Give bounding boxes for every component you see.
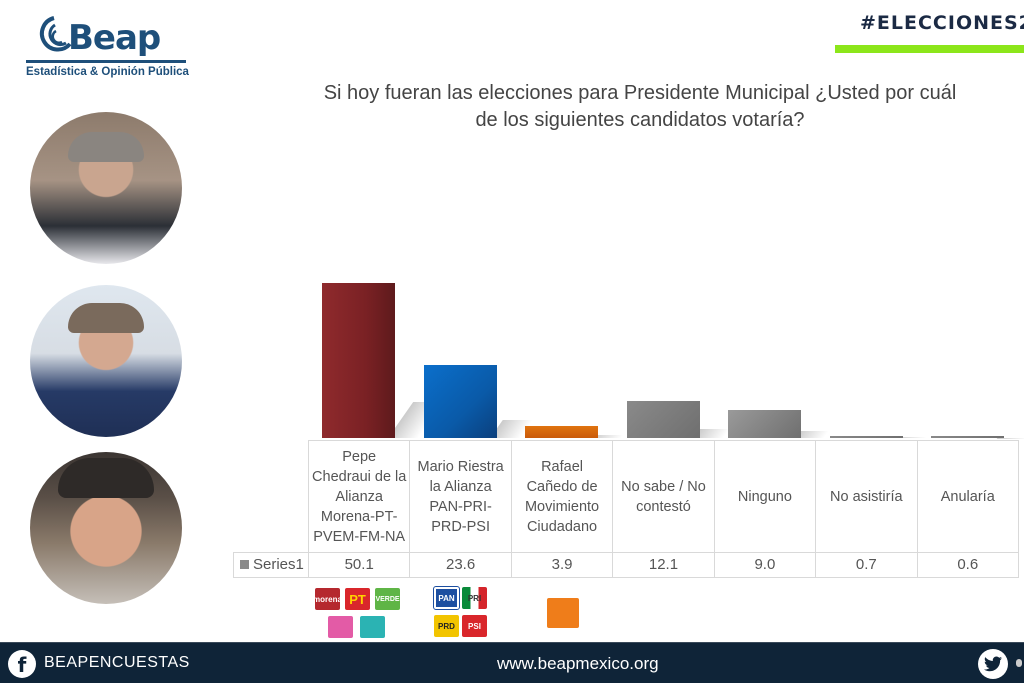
hair-shape bbox=[58, 458, 154, 498]
chart-title: Si hoy fueran las elecciones para Presid… bbox=[300, 80, 980, 134]
bar-slot bbox=[613, 270, 730, 438]
bar bbox=[626, 400, 700, 438]
facebook-handle[interactable]: BEAPENCUESTAS bbox=[44, 654, 190, 671]
category-row: Pepe Chedraui de la Alianza Morena-PT-PV… bbox=[233, 440, 1020, 553]
bar bbox=[525, 425, 598, 438]
value-cell: 12.1 bbox=[612, 552, 715, 578]
bar-slot bbox=[816, 270, 926, 438]
bar bbox=[931, 436, 1004, 438]
value-cell: 3.9 bbox=[510, 552, 614, 578]
morena-logo-icon: morena bbox=[313, 588, 342, 610]
pri-logo-icon: PRI bbox=[462, 587, 487, 609]
candidate-1-photo bbox=[30, 112, 182, 264]
value-cell: 50.1 bbox=[307, 552, 411, 578]
pt-logo-icon: PT bbox=[345, 588, 370, 610]
twitter-bird-icon bbox=[984, 656, 1002, 672]
category-cell: Rafael Cañedo de Movimiento Ciudadano bbox=[510, 440, 614, 553]
value-cell: 23.6 bbox=[409, 552, 512, 578]
category-cell: Pepe Chedraui de la Alianza Morena-PT-PV… bbox=[307, 440, 411, 553]
legend-swatch bbox=[240, 560, 249, 569]
movimiento-ciudadano-logo-icon: Movimiento Ciudadano bbox=[547, 598, 579, 628]
bar bbox=[728, 410, 801, 438]
prd-logo-icon: PRD bbox=[434, 615, 459, 637]
beap-logo: Beap Estadística & Opinión Pública bbox=[26, 8, 189, 80]
fuerza-por-mexico-logo-icon: Fuerza por México bbox=[328, 616, 353, 638]
candidate-3-photo bbox=[30, 452, 182, 604]
category-cell: Ninguno bbox=[713, 440, 817, 553]
value-cell: 0.6 bbox=[916, 552, 1020, 578]
bar bbox=[423, 365, 497, 438]
pvem-logo-icon: VERDE bbox=[375, 588, 400, 610]
bar-slot bbox=[511, 270, 624, 438]
elections-hashtag: #ELECCIONES2 bbox=[860, 12, 1024, 34]
bar-slot bbox=[410, 270, 533, 438]
value-row: Series1 50.1 23.6 3.9 12.1 9.0 0.7 0.6 bbox=[233, 552, 1020, 578]
category-cell: No sabe / No contestó bbox=[612, 440, 715, 553]
bar bbox=[322, 283, 395, 438]
chart-title-line-1: Si hoy fueran las elecciones para Presid… bbox=[323, 82, 957, 104]
category-cell: Mario Riestra la Alianza PAN-PRI-PRD-PSI bbox=[409, 440, 512, 553]
hair-shape bbox=[68, 303, 144, 333]
series-label: Series1 bbox=[253, 556, 304, 573]
bar bbox=[829, 435, 903, 438]
hair-shape bbox=[68, 132, 144, 162]
twitter-icon[interactable] bbox=[978, 649, 1008, 679]
accent-bar bbox=[835, 45, 1024, 53]
bar-slot bbox=[917, 270, 1024, 438]
bar-slot bbox=[308, 270, 444, 438]
series-legend: Series1 bbox=[233, 552, 309, 578]
value-cell: 0.7 bbox=[815, 552, 918, 578]
brand-name: Beap bbox=[68, 18, 161, 58]
chart-title-line-2: de los siguientes candidatos votaría? bbox=[475, 109, 805, 131]
category-cell: Anularía bbox=[916, 440, 1020, 553]
category-cell: No asistiría bbox=[815, 440, 918, 553]
bar-slot bbox=[714, 270, 829, 438]
table-corner bbox=[233, 440, 309, 553]
bar-chart: Pepe Chedraui de la Alianza Morena-PT-PV… bbox=[233, 270, 1024, 580]
value-cell: 9.0 bbox=[713, 552, 817, 578]
website-link[interactable]: www.beapmexico.org bbox=[497, 654, 659, 673]
cropped-text bbox=[1016, 659, 1022, 667]
nueva-alianza-logo-icon: Nueva Alianza bbox=[360, 616, 385, 638]
beap-wave-icon bbox=[39, 16, 72, 52]
logo-divider bbox=[26, 60, 186, 63]
brand-tagline: Estadística & Opinión Pública bbox=[26, 66, 189, 78]
bar-area bbox=[308, 270, 1024, 440]
facebook-icon[interactable]: f bbox=[8, 650, 36, 678]
psi-logo-icon: PSI bbox=[462, 615, 487, 637]
footer-bar: f BEAPENCUESTAS www.beapmexico.org bbox=[0, 642, 1024, 683]
candidate-2-photo bbox=[30, 285, 182, 437]
pan-logo-icon: PAN bbox=[433, 586, 460, 610]
data-table: Pepe Chedraui de la Alianza Morena-PT-PV… bbox=[233, 440, 1020, 578]
